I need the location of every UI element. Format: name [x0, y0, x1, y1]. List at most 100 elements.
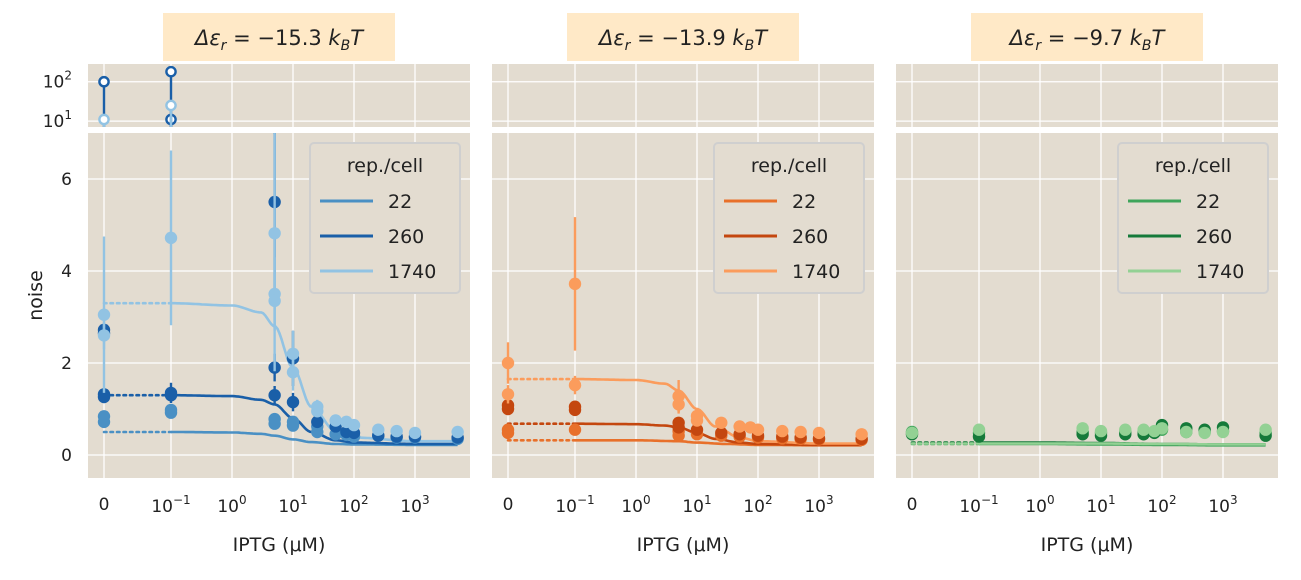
- title-box: [971, 13, 1203, 61]
- legend-label-260: 260: [1196, 226, 1232, 248]
- plot-area: [501, 217, 868, 447]
- data-point-260: [311, 415, 324, 429]
- x-tick-label: 100: [217, 493, 246, 517]
- legend-label-260: 260: [388, 226, 424, 248]
- data-point-1740: [672, 398, 685, 411]
- x-tick-label: 0: [907, 495, 918, 515]
- x-tick-label: 100: [621, 493, 650, 517]
- x-tick-label: 10−1: [151, 493, 190, 517]
- outlier-point-1740: [165, 99, 177, 112]
- panel-title: Δεr = −13.9 kBT: [597, 26, 769, 54]
- data-point-1740: [501, 356, 515, 370]
- x-tick-label: 101: [1086, 493, 1115, 517]
- data-point-1740: [905, 426, 919, 440]
- data-point-1740: [311, 405, 324, 418]
- data-point-260: [268, 389, 281, 402]
- x-tick-label: 10−1: [555, 493, 594, 517]
- data-point-260: [672, 421, 685, 434]
- legend-label-260: 260: [792, 226, 828, 248]
- data-point-1740: [1180, 425, 1193, 439]
- legend-label-1740: 1740: [792, 261, 840, 283]
- data-point-1740: [1137, 423, 1150, 436]
- panel-3: 0 10−1 100 101 102 103 IPTG (μM) Δεr = −9.7 kBT…: [896, 13, 1278, 556]
- x-tick-label: 103: [1208, 493, 1237, 517]
- data-point-22: [164, 406, 178, 419]
- legend-box: [713, 142, 865, 294]
- data-point-1740: [812, 426, 826, 440]
- y-tick-label-top: 102: [43, 69, 72, 93]
- y-tick-label: 0: [61, 446, 72, 466]
- x-tick-label: 103: [804, 493, 833, 517]
- data-point-1740: [690, 414, 704, 427]
- data-point-1740: [751, 423, 765, 436]
- legend-label-22: 22: [388, 191, 412, 213]
- legend-label-1740: 1740: [1196, 261, 1244, 283]
- data-point-260: [568, 403, 582, 417]
- outlier-point-260: [98, 75, 110, 88]
- data-point-1740: [776, 424, 789, 438]
- data-point-1740: [1119, 423, 1132, 436]
- legend-label-22: 22: [1196, 191, 1220, 213]
- top-axes-background: [492, 64, 874, 127]
- data-point-1740: [268, 294, 281, 308]
- x-tick-label: 102: [743, 493, 772, 517]
- data-point-1740: [568, 277, 582, 291]
- data-point-1740: [733, 420, 746, 433]
- data-point-260: [286, 395, 300, 409]
- data-point-22: [568, 423, 582, 436]
- y-tick-label: 6: [61, 170, 72, 190]
- panel-title: Δεr = −15.3 kBT: [193, 26, 365, 54]
- x-tick-label: 101: [682, 493, 711, 517]
- data-point-1740: [1216, 425, 1230, 439]
- data-point-260: [715, 426, 728, 440]
- data-point-1740: [347, 418, 361, 432]
- panel-2: 0 10−1 100 101 102 103 IPTG (μM) Δεr = −13.9 kB…: [492, 13, 874, 556]
- data-point-1740: [568, 378, 582, 392]
- y-axis-label: noise: [25, 270, 47, 321]
- legend: rep./cell 22 260 1740: [309, 142, 461, 294]
- data-point-1740: [286, 366, 300, 379]
- panel-1: 0 2 4 6 101 102 noise 0 10−1 100 101 102 103 IPTG (μM…: [25, 13, 470, 556]
- data-point-1740: [1198, 426, 1211, 440]
- x-tick-label: 10−1: [959, 493, 998, 517]
- data-point-260: [690, 423, 704, 436]
- legend-title: rep./cell: [1155, 155, 1231, 177]
- legend-label-22: 22: [792, 191, 816, 213]
- x-tick-label: 103: [400, 493, 429, 517]
- data-point-1740: [97, 308, 111, 321]
- y-tick-label-top: 101: [43, 108, 72, 132]
- title-box: [163, 13, 395, 61]
- theory-curve-1740: [979, 442, 1266, 446]
- data-point-22: [97, 415, 111, 429]
- data-point-1740: [501, 388, 515, 401]
- x-tick-label: 0: [99, 495, 110, 515]
- plot-area: [905, 418, 1272, 447]
- y-tick-label: 2: [61, 354, 72, 374]
- data-point-1740: [268, 227, 281, 240]
- legend: rep./cell 22 260 1740: [713, 142, 865, 294]
- x-axis-label: IPTG (μM): [233, 534, 326, 556]
- data-point-1740: [1094, 424, 1108, 438]
- y-tick-label: 4: [61, 262, 72, 282]
- data-point-1740: [855, 428, 868, 441]
- outlier-point-260: [165, 65, 177, 78]
- x-axis-label: IPTG (μM): [637, 534, 730, 556]
- data-point-1740: [408, 426, 422, 440]
- data-point-22: [311, 425, 324, 439]
- data-point-1740: [715, 416, 728, 429]
- legend: rep./cell 22 260 1740: [1117, 142, 1269, 294]
- data-point-1740: [372, 423, 385, 436]
- data-point-260: [97, 390, 111, 404]
- x-tick-label: 102: [339, 493, 368, 517]
- data-point-1740: [1076, 422, 1089, 435]
- data-point-1740: [1259, 423, 1272, 436]
- legend-title: rep./cell: [751, 155, 827, 177]
- x-tick-label: 100: [1025, 493, 1054, 517]
- top-axes-background: [88, 64, 470, 127]
- data-point-1740: [164, 231, 178, 245]
- data-point-1740: [972, 423, 986, 436]
- data-point-1740: [1155, 422, 1169, 435]
- data-point-1740: [329, 414, 342, 427]
- legend-box: [1117, 142, 1269, 294]
